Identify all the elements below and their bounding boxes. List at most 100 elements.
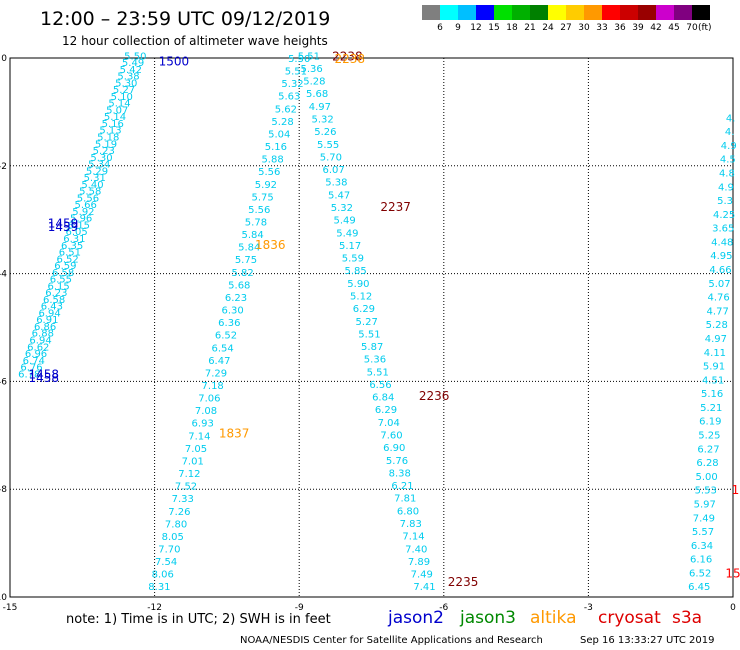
wave-height-value: 5.87 <box>361 342 383 353</box>
wave-height-value: 7.01 <box>182 456 204 467</box>
wave-height-value: 6.88 <box>32 329 54 340</box>
legend-swatch <box>692 5 710 20</box>
wave-height-value: 5.30 <box>90 153 112 164</box>
wave-height-value: 6.19 <box>699 417 721 428</box>
wave-height-value: 5.38 <box>117 72 139 83</box>
wave-height-value: 8.31 <box>148 582 170 593</box>
wave-height-value: 5.68 <box>306 89 328 100</box>
wave-height-value: 6.29 <box>375 405 397 416</box>
wave-height-value: 5.51 <box>358 329 380 340</box>
wave-height-value: 5.62 <box>275 104 297 115</box>
wave-height-value: 5.56 <box>258 167 280 178</box>
wave-height-value: 4.97 <box>705 334 727 345</box>
legend-label: 21 <box>524 23 536 33</box>
pass-time-label: 2238 <box>332 49 363 63</box>
wave-height-value: 6.74 <box>23 356 45 367</box>
wave-height-value: 6.30 <box>222 306 244 317</box>
wave-height-value: 6.54 <box>212 343 234 354</box>
wave-height-value: 4.76 <box>707 293 729 304</box>
wave-height-value: 7.83 <box>400 519 422 530</box>
wave-height-value: 6.28 <box>696 458 718 469</box>
wave-height-value: 6.23 <box>45 288 67 299</box>
wave-height-value: 7.08 <box>195 406 217 417</box>
wave-height-value: 6.56 <box>369 380 391 391</box>
wave-height-value: 5.84 <box>238 243 260 254</box>
wave-height-value: 4.11 <box>704 348 726 359</box>
wave-height-value: 5.82 <box>231 268 253 279</box>
wave-height-value: 5.76 <box>386 456 408 467</box>
wave-height-value: 6.31 <box>63 234 85 245</box>
wave-height-value: 5.51 <box>298 51 320 62</box>
wave-height-value: 7.05 <box>185 444 207 455</box>
legend-swatch <box>620 5 638 20</box>
wave-height-value: 6.90 <box>383 443 405 454</box>
lat-tick-label: -8 <box>0 485 7 495</box>
wave-height-value: 7.33 <box>172 494 194 505</box>
wave-height-value: 6.78 <box>18 369 40 380</box>
wave-height-value: 4.48 <box>711 237 733 248</box>
wave-height-value: 4. <box>725 127 735 138</box>
wave-height-value: 5.38 <box>325 178 347 189</box>
wave-height-value: 6.52 <box>689 568 711 579</box>
wave-height-value: 5.07 <box>708 279 730 290</box>
wave-height-value: 5.27 <box>113 85 135 96</box>
wave-height-value: 5.51 <box>285 67 307 78</box>
legend-unit: (ft) <box>698 23 712 33</box>
pass-time-label: 2238 <box>335 52 366 66</box>
pass-time-label: 1459 <box>48 216 79 230</box>
lon-tick-label: -6 <box>439 603 448 613</box>
satellite-s3a: s3a <box>672 608 703 628</box>
wave-height-value: 5.04 <box>268 129 290 140</box>
wave-height-value: 5.66 <box>75 200 97 211</box>
wave-height-value: 5.16 <box>102 119 124 130</box>
wave-height-value: 7.18 <box>202 381 224 392</box>
wave-height-value: 4.77 <box>707 306 729 317</box>
wave-height-value: 4.95 <box>710 251 732 262</box>
wave-height-value: 6.05 <box>66 227 88 238</box>
legend-label: 18 <box>506 23 518 33</box>
lat-tick-label: -6 <box>0 377 7 387</box>
wave-height-value: 5.78 <box>245 217 267 228</box>
wave-height-value: 5.90 <box>347 279 369 290</box>
wave-height-value: 7.70 <box>158 544 180 555</box>
wave-height-value: 5.75 <box>235 255 257 266</box>
wave-height-value: 6.36 <box>218 318 240 329</box>
wave-height-value: 5.27 <box>356 317 378 328</box>
legend-swatch <box>512 5 530 20</box>
wave-height-value: 5.68 <box>228 280 250 291</box>
wave-height-value: 3.65 <box>712 224 734 235</box>
wave-height-value: 6.86 <box>34 322 56 333</box>
wave-height-value: 6.58 <box>52 268 74 279</box>
generated-timestamp: Sep 16 13:33:27 UTC 2019 <box>580 635 715 646</box>
legend-label: 24 <box>542 23 554 33</box>
wave-height-value: 6.62 <box>27 342 49 353</box>
wave-height-value: 5.70 <box>320 152 342 163</box>
legend-swatch <box>530 5 548 20</box>
wave-height-value: 6.34 <box>691 541 713 552</box>
wave-height-value: 6.27 <box>697 444 719 455</box>
lon-tick-label: -9 <box>295 603 304 613</box>
satellite-jason2: jason2 <box>388 608 444 628</box>
wave-height-value: 5.75 <box>251 192 273 203</box>
map-subtitle: 12 hour collection of altimeter wave hei… <box>62 34 328 48</box>
wave-height-value: 5.92 <box>255 180 277 191</box>
legend-label: 45 <box>668 23 680 33</box>
wave-height-value: 7.54 <box>155 557 177 568</box>
wave-height-value: 8.05 <box>162 532 184 543</box>
wave-height-value: 5.56 <box>248 205 270 216</box>
wave-height-value: 6.35 <box>61 241 83 252</box>
wave-height-value: 4.9 <box>721 141 737 152</box>
map-title: 12:00 – 23:59 UTC 09/12/2019 <box>40 8 331 30</box>
wave-height-value: 5.25 <box>698 431 720 442</box>
wave-height-value: 5.63 <box>278 92 300 103</box>
wave-height-value: 5.56 <box>77 193 99 204</box>
pass-time-label: 1836 <box>255 238 286 252</box>
wave-height-value: 6.94 <box>38 308 60 319</box>
lon-tick-label: -15 <box>3 603 18 613</box>
lon-tick-label: -3 <box>584 603 593 613</box>
wave-height-value: 5.84 <box>241 230 263 241</box>
wave-height-value: 5.32 <box>311 115 333 126</box>
footnote: note: 1) Time is in UTC; 2) SWH is in fe… <box>66 612 331 627</box>
wave-height-value: 7.41 <box>413 582 435 593</box>
